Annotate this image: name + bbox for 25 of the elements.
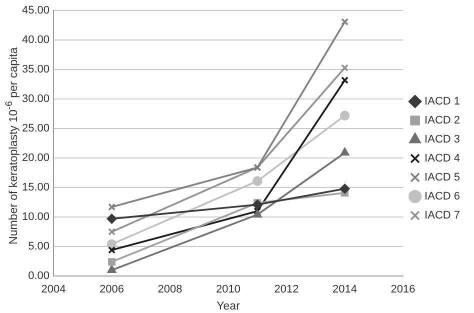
x-tick-label: 2006 (100, 284, 124, 296)
y-tick-label: 20.00 (22, 152, 50, 164)
x-tick-label: 2016 (390, 284, 416, 296)
y-tick-label: 35.00 (22, 64, 50, 76)
y-tick-label: 0.00 (28, 270, 50, 282)
legend-label: IACD 1 (424, 96, 460, 108)
x-axis-title: Year (216, 300, 240, 312)
x-tick-label: 2012 (274, 284, 299, 296)
legend-label: IACD 5 (424, 172, 460, 184)
legend-label: IACD 2 (424, 114, 460, 127)
y-tick-label: 10.00 (22, 211, 50, 224)
x-tick-label: 2010 (216, 284, 241, 296)
x-tick-label: 2014 (332, 284, 358, 296)
legend-label: IACD 7 (424, 210, 460, 222)
x-tick-label: 2004 (41, 284, 66, 296)
y-tick-label: 30.00 (22, 93, 50, 106)
y-tick-label: 15.00 (22, 182, 50, 194)
y-tick-label: 45.00 (22, 4, 50, 17)
y-tick-label: 25.00 (22, 122, 50, 135)
legend-label: IACD 6 (424, 190, 460, 203)
legend-label: IACD 4 (424, 152, 460, 165)
x-tick-label: 2008 (158, 284, 182, 296)
legend-label: IACD 3 (424, 134, 460, 146)
y-tick-label: 5.00 (28, 240, 50, 253)
y-tick-label: 40.00 (22, 34, 50, 46)
